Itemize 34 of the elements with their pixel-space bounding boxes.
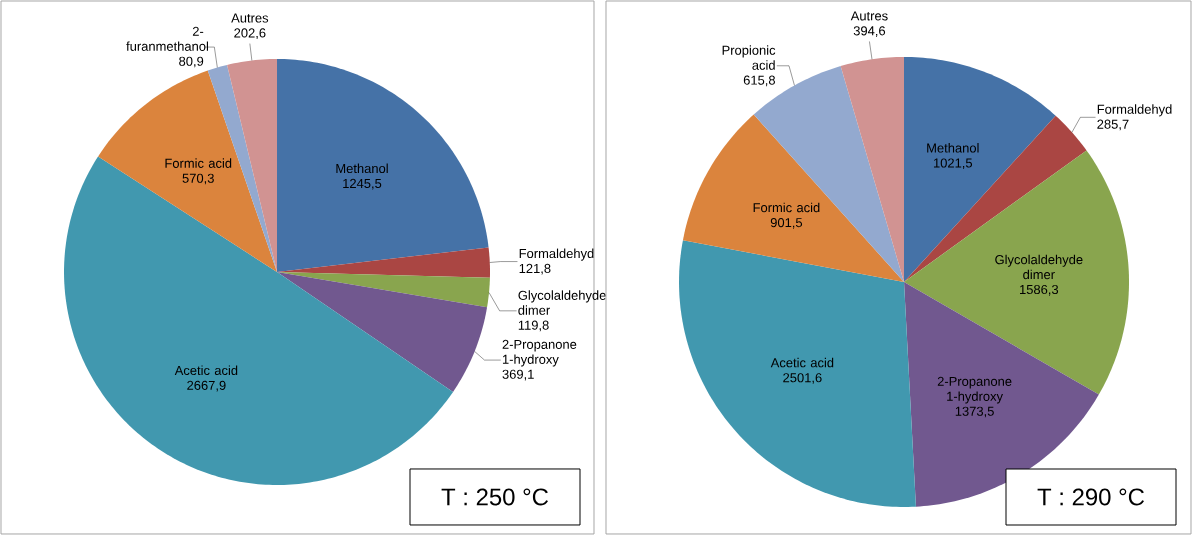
data-label: 119,8 bbox=[518, 320, 549, 332]
data-label: 2667,9 bbox=[187, 380, 226, 392]
data-label: 369,1 bbox=[502, 369, 534, 381]
slice-label: Formic acid bbox=[753, 202, 820, 213]
slice-label: Autres bbox=[231, 13, 269, 23]
data-label: 80,9 bbox=[179, 56, 204, 68]
data-label: 901,5 bbox=[770, 217, 803, 229]
slice-label: 2-furanmethanol bbox=[126, 26, 208, 51]
slice-label: 2-Propanone 1-hydroxy bbox=[937, 376, 1012, 404]
slice-label: Acetic acid bbox=[770, 357, 834, 368]
data-label: 121,8 bbox=[519, 263, 551, 275]
slice-label: Autres bbox=[850, 11, 888, 21]
data-label: 202,6 bbox=[234, 28, 266, 40]
data-label: 285,7 bbox=[1097, 119, 1129, 131]
slice-label: Acetic acid bbox=[174, 365, 238, 376]
data-label: 2501,6 bbox=[783, 373, 822, 384]
slice-label: 2-Propanone 1-hydroxy bbox=[502, 339, 577, 367]
slice-label: Formic acid bbox=[165, 158, 232, 168]
slice-label: Formaldehyd bbox=[519, 248, 594, 261]
slice-label: Formaldehyd bbox=[1097, 104, 1172, 117]
slice-label: Methanol bbox=[927, 143, 979, 153]
text: T : 250 °C bbox=[441, 488, 549, 506]
data-label: 1586,3 bbox=[1020, 284, 1059, 296]
data-label: 394,6 bbox=[853, 26, 886, 37]
data-label: 1021,5 bbox=[933, 158, 973, 170]
text: T : 290 °C bbox=[1037, 488, 1145, 506]
data-label: 570,3 bbox=[182, 173, 214, 185]
slice-label: Glycolaldehyde dimer bbox=[518, 290, 606, 315]
data-label: 1373,5 bbox=[955, 406, 994, 418]
data-label: 1245,5 bbox=[343, 178, 382, 190]
slice-label: Glycolaldehyde dimer bbox=[995, 254, 1083, 280]
data-label: 615,8 bbox=[743, 75, 776, 87]
slice-label: Propionic acid bbox=[722, 45, 776, 70]
slice-label: Methanol bbox=[336, 163, 388, 174]
